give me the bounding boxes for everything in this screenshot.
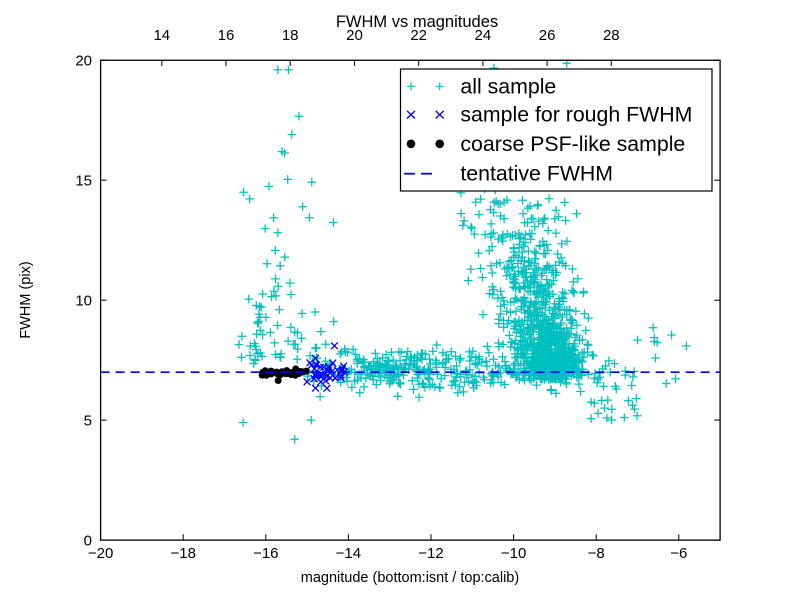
svg-text:magnitude (bottom:isnt / top:c: magnitude (bottom:isnt / top:calib) [301, 570, 519, 586]
svg-text:−10: −10 [501, 545, 526, 562]
svg-text:22: 22 [410, 27, 427, 44]
svg-text:0: 0 [84, 533, 92, 550]
svg-text:sample for rough FWHM: sample for rough FWHM [460, 103, 692, 127]
svg-text:28: 28 [603, 27, 620, 44]
svg-text:26: 26 [539, 27, 556, 44]
svg-text:FWHM (pix): FWHM (pix) [18, 261, 34, 338]
svg-text:20: 20 [346, 27, 363, 44]
svg-text:−18: −18 [170, 545, 195, 562]
svg-text:−14: −14 [336, 545, 361, 562]
svg-text:15: 15 [75, 173, 92, 190]
svg-text:14: 14 [153, 27, 170, 44]
svg-text:10: 10 [75, 293, 92, 310]
svg-text:24: 24 [475, 27, 492, 44]
svg-text:−12: −12 [418, 545, 443, 562]
svg-text:−8: −8 [588, 545, 605, 562]
svg-text:20: 20 [75, 53, 92, 70]
svg-text:tentative FWHM: tentative FWHM [460, 162, 613, 186]
svg-text:−6: −6 [670, 545, 687, 562]
svg-text:18: 18 [282, 27, 299, 44]
svg-text:5: 5 [84, 413, 92, 430]
svg-text:coarse PSF-like sample: coarse PSF-like sample [460, 132, 685, 156]
svg-text:16: 16 [218, 27, 235, 44]
svg-text:all sample: all sample [460, 74, 556, 98]
svg-text:−16: −16 [253, 545, 278, 562]
